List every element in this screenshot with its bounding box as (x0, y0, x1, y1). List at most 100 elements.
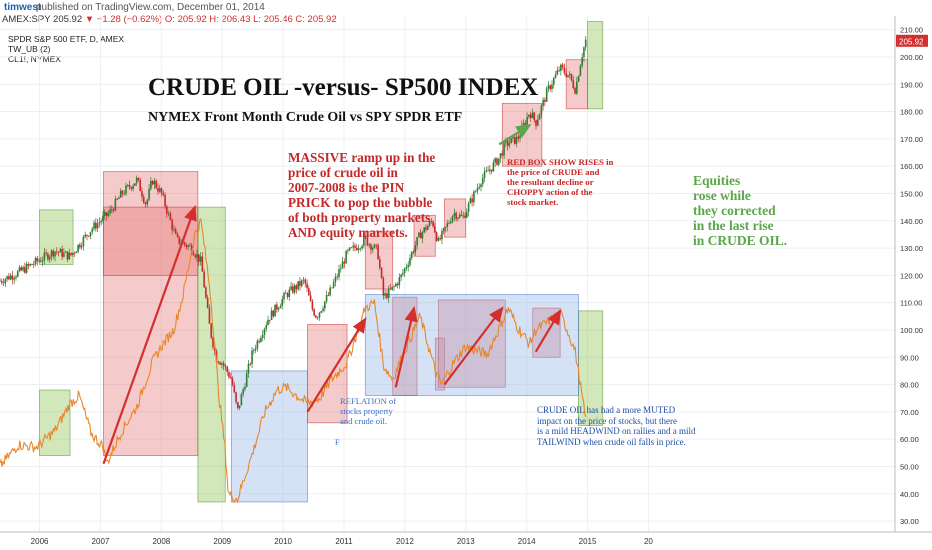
spy-candle (171, 219, 173, 230)
spy-candle (515, 136, 518, 144)
spy-candle (254, 348, 257, 351)
author-name[interactable]: timwest (4, 2, 42, 13)
spy-candle (31, 264, 33, 265)
spy-candle (496, 158, 498, 165)
spy-candle (36, 257, 39, 262)
indicator-label[interactable]: TW_UB (2) (8, 44, 51, 54)
spy-candle (114, 198, 117, 211)
spy-candle (576, 81, 578, 94)
spy-candle (439, 238, 441, 240)
spy-candle (260, 337, 262, 342)
spy-candle (189, 245, 191, 247)
spy-candle (70, 252, 72, 256)
spy-candle (217, 361, 220, 363)
spy-candle (574, 88, 576, 94)
y-tick-label: 40.00 (900, 490, 919, 499)
spy-candle (300, 280, 303, 286)
red-box (307, 324, 348, 424)
spy-candle (402, 272, 404, 275)
spy-candle (59, 248, 62, 253)
last-price-label: 205.92 (899, 37, 924, 46)
spy-candle (460, 214, 463, 216)
spy-candle (400, 274, 402, 278)
spy-candle (522, 122, 525, 126)
spy-candle (469, 198, 472, 204)
spy-candle (419, 232, 422, 239)
spy-candle (315, 315, 317, 318)
spy-candle (160, 188, 163, 194)
spy-candle (107, 213, 110, 216)
green-box (587, 21, 604, 110)
spy-candle (183, 242, 186, 245)
symbol-label[interactable]: AMEX:SPY (2, 14, 51, 25)
spy-candle (242, 389, 244, 395)
spy-candle (13, 278, 15, 280)
spy-candle (11, 275, 14, 280)
y-tick-label: 50.00 (900, 462, 919, 471)
spy-candle (322, 308, 324, 312)
spy-candle (87, 235, 90, 237)
spy-candle (435, 232, 438, 241)
spy-candle (47, 253, 49, 260)
spy-candle (464, 215, 466, 218)
spy-candle (489, 169, 491, 172)
spy-candle (34, 257, 37, 265)
annotation-f: F (335, 438, 340, 447)
spy-candle (535, 120, 537, 126)
spy-candle (354, 245, 356, 248)
spy-candle (112, 209, 115, 211)
overlay-label[interactable]: CL1!, NYMEX (8, 54, 61, 64)
spy-candle (116, 198, 118, 200)
spy-candle (407, 264, 410, 268)
annotation-massive-ramp: MASSIVE ramp up in the price of crude oi… (288, 150, 436, 240)
spy-candle (233, 385, 236, 393)
spy-candle (320, 311, 323, 313)
spy-candle (542, 99, 544, 106)
spy-candle (245, 373, 248, 387)
spy-candle (476, 187, 479, 192)
trend-arrows (102, 124, 562, 465)
spy-candle (98, 222, 101, 224)
spy-candle (316, 317, 319, 319)
spy-candle (118, 197, 120, 200)
spy-candle (451, 215, 454, 222)
spy-candle (139, 179, 142, 192)
spy-candle (540, 105, 543, 115)
spy-candle (552, 78, 555, 85)
spy-candle (579, 65, 582, 76)
spy-candle (4, 279, 7, 284)
series-title[interactable]: SPDR S&P 500 ETF, D, AMEX (8, 34, 125, 44)
spy-candle (519, 135, 521, 139)
spy-candle (73, 252, 76, 254)
spy-candle (253, 350, 255, 351)
spy-candle (508, 143, 511, 146)
high-value: H: 206.43 (209, 14, 251, 25)
spy-candle (84, 234, 86, 237)
spy-candle (86, 234, 88, 236)
spy-candle (57, 251, 60, 253)
spy-candle (48, 256, 51, 260)
x-tick-label: 2006 (31, 537, 49, 546)
annotation-reflation: REFLATION of stocks property and crude o… (340, 396, 397, 426)
spy-candle (119, 190, 122, 198)
spy-candle (41, 260, 44, 262)
spy-candle (258, 340, 260, 342)
spy-candle (0, 280, 3, 283)
spy-candle (194, 255, 197, 258)
y-tick-label: 170.00 (900, 135, 923, 144)
spy-candle (173, 229, 175, 231)
spy-candle (63, 252, 65, 257)
spy-candle (111, 209, 113, 211)
spy-candle (405, 267, 408, 269)
spy-candle (366, 237, 369, 246)
spy-candle (192, 252, 195, 256)
spy-candle (274, 304, 276, 317)
spy-candle (558, 70, 560, 72)
spy-candle (481, 177, 484, 185)
spy-candle (267, 319, 269, 326)
spy-candle (249, 363, 252, 365)
spy-candle (363, 237, 365, 246)
spy-candle (121, 190, 124, 194)
spy-candle (146, 199, 149, 205)
